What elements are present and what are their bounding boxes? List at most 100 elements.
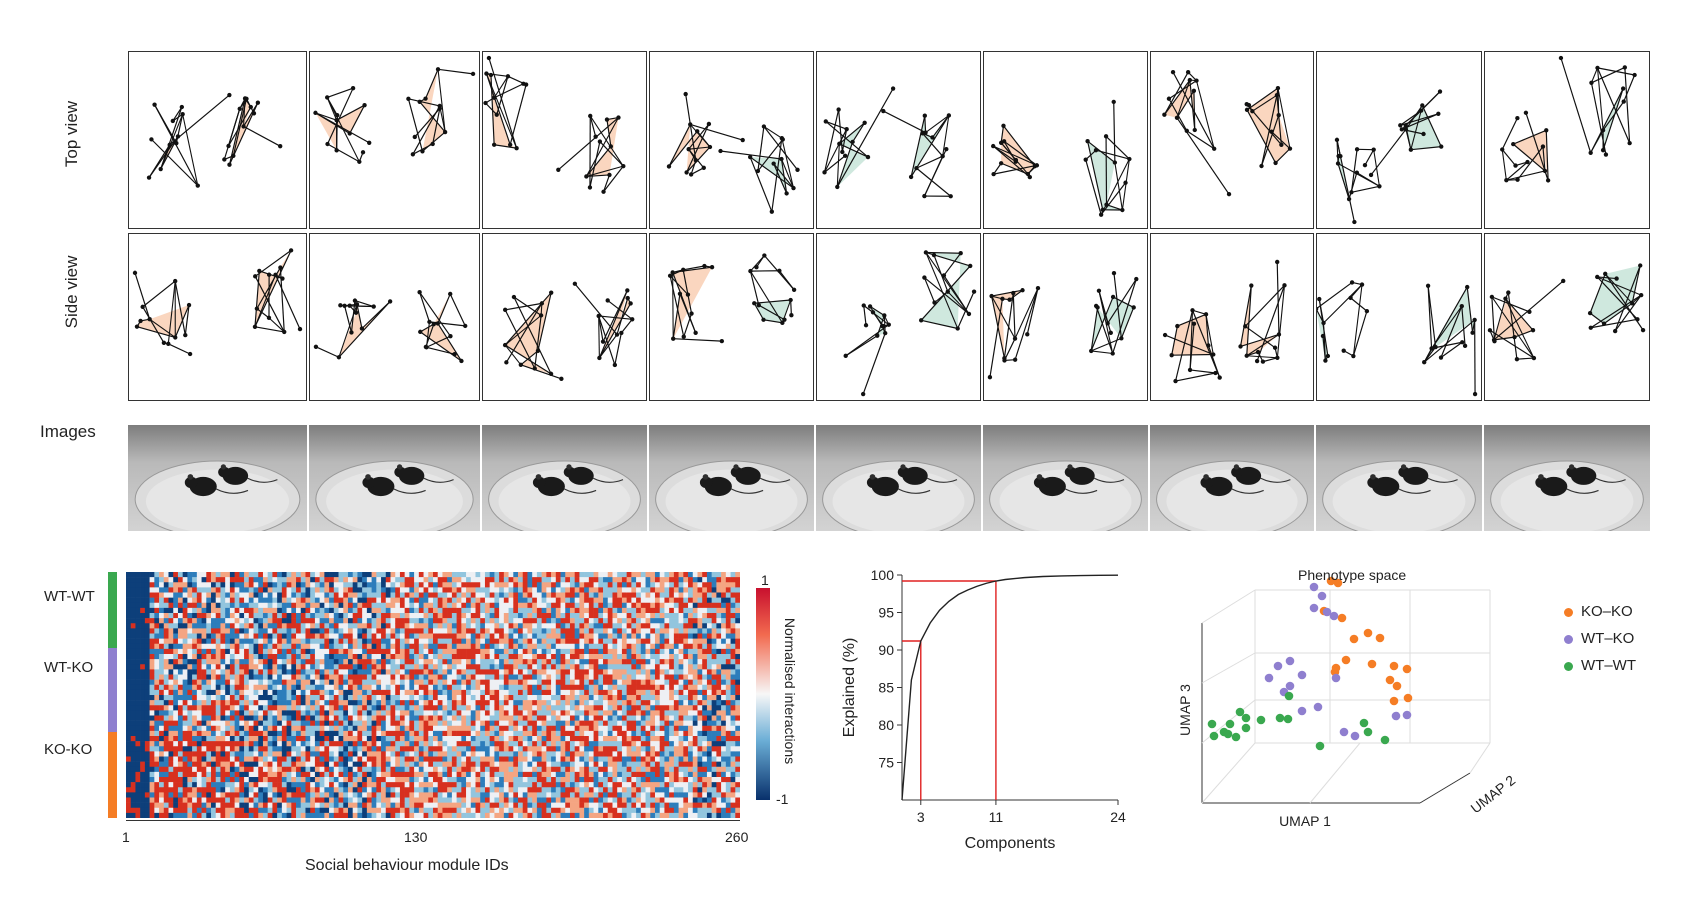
group-label-wt-wt: WT-WT <box>44 588 95 605</box>
group-bar-ko-ko <box>108 732 117 818</box>
mouse-image-3 <box>482 425 647 531</box>
ev-xtick-label: 24 <box>1110 809 1126 825</box>
legend-label-wt-ko: WT–KO <box>1581 630 1635 647</box>
side-view-panel-8 <box>1316 233 1482 401</box>
umap-gridline <box>1201 742 1256 804</box>
images-label: Images <box>40 422 96 441</box>
umap-point <box>1380 735 1390 745</box>
umap-point <box>1241 713 1251 723</box>
umap-gridline <box>1201 652 1256 684</box>
top-view-panel-2 <box>309 51 480 229</box>
group-label-wt-ko: WT-KO <box>44 659 94 676</box>
legend-ko-ko: KO–KO <box>1564 603 1633 620</box>
umap-point <box>1207 719 1217 729</box>
umap-title: Phenotype space <box>1298 567 1407 583</box>
legend-wt-ko: WT–KO <box>1564 630 1634 647</box>
colorbar-min: -1 <box>776 791 789 807</box>
umap-point <box>1392 681 1402 691</box>
umap-point <box>1389 696 1399 706</box>
umap-point <box>1317 591 1327 601</box>
umap-point <box>1326 576 1336 586</box>
umap-zlabel: UMAP 2 <box>1468 772 1519 817</box>
umap-point <box>1315 741 1325 751</box>
mouse-image-5 <box>816 425 981 531</box>
group-bar-wt-ko <box>108 648 117 732</box>
umap-gridline <box>1469 742 1491 774</box>
ev-ytick-label: 90 <box>878 642 894 658</box>
umap-point <box>1264 673 1274 683</box>
ev-ytick-label: 75 <box>878 755 894 771</box>
side-view-panel-2 <box>309 233 480 401</box>
umap-point <box>1285 656 1295 666</box>
heatmap-xtick-130: 130 <box>404 829 428 845</box>
umap-point <box>1341 655 1351 665</box>
umap-ylabel: UMAP 3 <box>1177 684 1193 736</box>
group-bar-wt-wt <box>108 572 117 648</box>
umap-point <box>1402 710 1412 720</box>
side-view-panel-4 <box>649 233 814 401</box>
colorbar-label: Normalised interactions <box>782 617 798 765</box>
ev-xtick-label: 11 <box>989 809 1004 825</box>
umap-point <box>1339 727 1349 737</box>
umap-point <box>1375 633 1385 643</box>
umap-point <box>1333 578 1343 588</box>
umap-point <box>1363 727 1373 737</box>
legend-dot-ko-ko <box>1564 607 1573 617</box>
umap-point <box>1284 691 1294 701</box>
umap-point <box>1283 714 1293 724</box>
top-view-panel-3 <box>482 51 647 229</box>
mouse-image-4 <box>649 425 814 531</box>
umap-point <box>1329 611 1339 621</box>
explained-variance-chart: 100 95 90 85 80 75 3 11 24 Components Explained (%… <box>841 567 1126 852</box>
ev-xtick-label: 3 <box>917 809 925 825</box>
umap-point <box>1209 731 1219 741</box>
umap-point <box>1241 723 1251 733</box>
side-view-panel-1 <box>128 233 307 401</box>
umap-point <box>1331 663 1341 673</box>
heatmap-x-axis <box>126 820 740 821</box>
mouse-image-1 <box>128 425 307 531</box>
umap-point <box>1337 613 1347 623</box>
umap-point <box>1331 673 1341 683</box>
heatmap-xtick-260: 260 <box>725 829 749 845</box>
ev-ytick-label: 85 <box>878 680 894 696</box>
umap-point <box>1350 731 1360 741</box>
heatmap-xtick-1: 1 <box>122 829 130 845</box>
umap-point <box>1309 603 1319 613</box>
umap-point <box>1385 675 1395 685</box>
umap-point <box>1223 729 1233 739</box>
umap-xlabel: UMAP 1 <box>1279 813 1331 829</box>
umap-gridline <box>1309 742 1361 804</box>
side-view-panel-9 <box>1484 233 1650 401</box>
umap-point <box>1391 711 1401 721</box>
umap-point <box>1225 719 1235 729</box>
top-view-panel-8 <box>1316 51 1482 229</box>
top-view-panel-1 <box>128 51 307 229</box>
legend-wt-wt: WT–WT <box>1564 657 1636 674</box>
umap-point <box>1256 715 1266 725</box>
umap-point <box>1273 661 1283 671</box>
heatmap-cells <box>126 572 740 818</box>
legend-label-wt-wt: WT–WT <box>1581 657 1636 674</box>
umap-point <box>1275 713 1285 723</box>
umap-point <box>1403 693 1413 703</box>
top-view-panel-4 <box>649 51 814 229</box>
colorbar-max: 1 <box>761 572 769 588</box>
umap-point <box>1363 628 1373 638</box>
umap-point <box>1359 718 1369 728</box>
umap-point <box>1297 706 1307 716</box>
umap-point <box>1349 634 1359 644</box>
side-view-label: Side view <box>62 255 81 329</box>
umap-point <box>1309 582 1319 592</box>
umap-point <box>1322 607 1332 617</box>
mouse-image-6 <box>983 425 1148 531</box>
top-view-panel-9 <box>1484 51 1650 229</box>
colorbar <box>756 588 770 800</box>
umap-point <box>1235 707 1245 717</box>
heatmap-group-bar <box>108 572 117 818</box>
side-view-panel-6 <box>983 233 1148 401</box>
top-view-panel-7 <box>1150 51 1314 229</box>
top-view-label: Top view <box>62 100 81 168</box>
top-view-panel-5 <box>816 51 981 229</box>
mouse-image-7 <box>1150 425 1314 531</box>
